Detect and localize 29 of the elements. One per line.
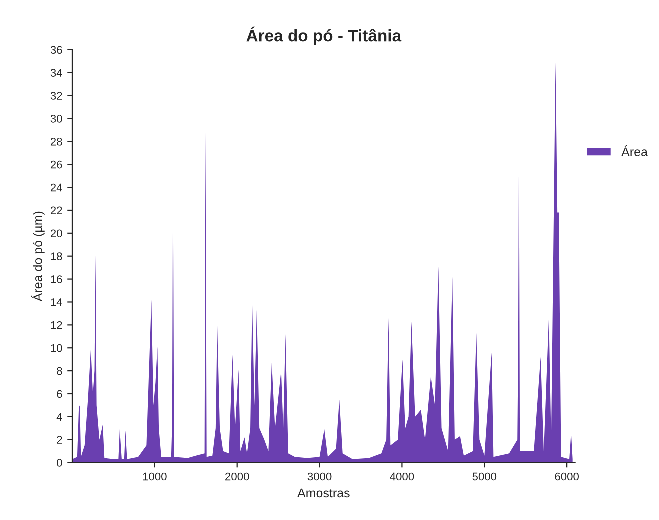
y-tick-label: 28 [50,138,62,146]
legend-label: Área [622,146,648,156]
y-tick-label: 32 [50,92,62,100]
y-tick-label: 16 [51,276,62,284]
x-tick-label: 1000 [143,472,167,481]
y-tick-label: 20 [50,230,62,238]
y-tick-label: 36 [50,46,62,54]
y-tick-label: 12 [51,321,62,330]
y-tick-label: 26 [50,160,62,169]
x-tick-label: 4000 [390,472,414,481]
y-tick-label: 30 [50,115,62,123]
y-tick-label: 0 [57,459,62,467]
y-axis-title: Área do pó (µm) [31,212,45,302]
y-tick-label: 8 [57,367,62,376]
x-tick-label: 6000 [555,472,579,481]
y-tick-label: 34 [50,69,62,77]
y-tick-label: 10 [51,344,62,352]
y-tick-label: 4 [56,413,62,421]
x-axis-title: Amostras [298,488,350,498]
y-tick-label: 6 [57,390,62,398]
x-tick-label: 2000 [226,472,250,481]
y-tick-label: 24 [50,184,62,192]
y-tick-label: 22 [50,206,62,215]
x-tick-label: 5000 [472,472,497,481]
y-tick-label: 14 [51,298,62,306]
x-tick-label: 3000 [308,472,332,481]
y-tick-label: 2 [57,436,62,444]
y-tick-label: 18 [51,252,62,260]
chart-title: Área do pó - Titânia [246,26,402,46]
